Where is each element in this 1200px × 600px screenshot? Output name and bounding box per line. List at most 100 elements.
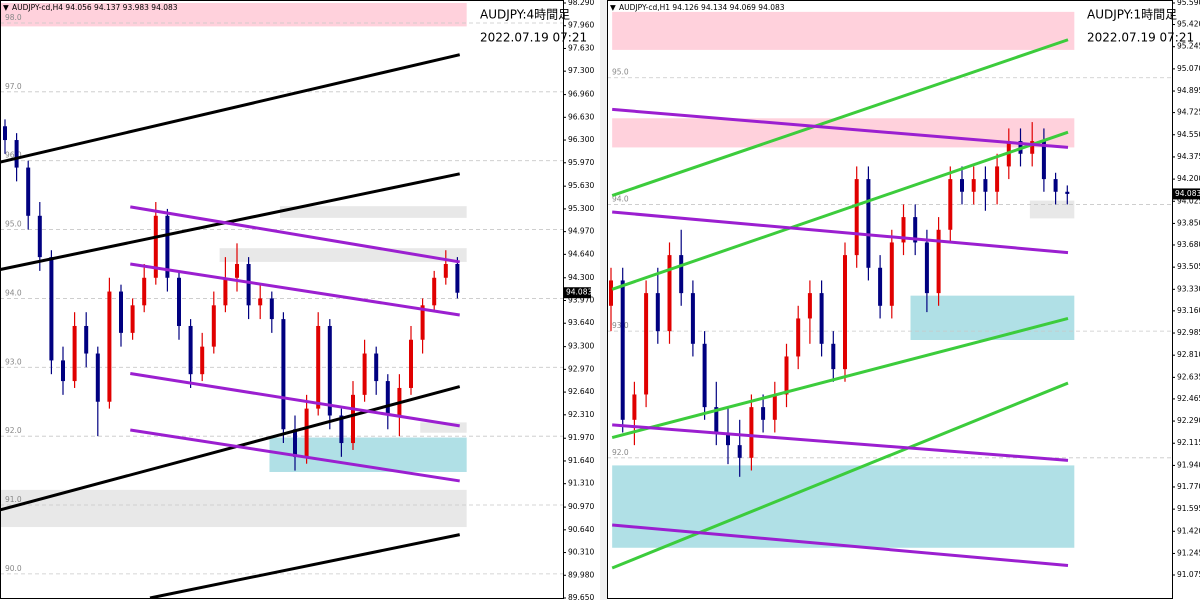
candle-body (960, 179, 964, 192)
price-tag: 94.083 (566, 288, 592, 297)
y-tick-label: 94.895 (1177, 86, 1200, 95)
candle-body (889, 242, 894, 306)
y-tick-label: 91.940 (1177, 460, 1200, 469)
y-tick-label: 91.970 (568, 433, 594, 442)
y-tick-label: 94.375 (1177, 152, 1200, 161)
panel-separator (600, 0, 607, 600)
level-label: 95.0 (5, 220, 22, 229)
y-tick-label: 96.300 (568, 135, 594, 144)
price-tag-bg (564, 287, 591, 299)
level-label: 97.0 (5, 82, 22, 91)
candle-body (246, 264, 251, 306)
chart-panel: 98.0 97.0 96.0 95.0 94.0 93.0 92.0 91.0 90.0 98.2… (0, 0, 594, 600)
y-tick-label: 89.650 (568, 593, 594, 600)
candle-body (293, 429, 297, 457)
candle-body (1065, 191, 1070, 194)
y-tick-label: 92.970 (568, 364, 594, 373)
candle-body (620, 280, 625, 420)
y-tick-label: 92.640 (568, 387, 594, 396)
y-tick-label: 94.550 (1177, 130, 1200, 139)
candle-body (854, 179, 859, 256)
candle-body (455, 264, 460, 293)
zone (0, 3, 467, 27)
candle-body (165, 215, 170, 278)
candle-body (1030, 141, 1035, 154)
candle-body (258, 298, 263, 306)
candle-body (796, 318, 801, 357)
level-label: 90.0 (5, 564, 22, 573)
trend-line (612, 210, 1069, 255)
candle-body (420, 305, 425, 340)
zone (0, 489, 467, 528)
y-tick-label: 97.960 (568, 21, 594, 30)
trend-line (611, 317, 1069, 439)
candle-body (995, 166, 1000, 192)
candle-body (61, 360, 65, 382)
y-tick-label: 96.960 (568, 90, 594, 99)
trend-line (149, 533, 461, 599)
candle-body (119, 291, 123, 333)
price-tag: 94.083 (1175, 189, 1200, 198)
y-tick-label: 94.970 (568, 227, 594, 236)
candle-body (316, 325, 321, 409)
candle-body (609, 280, 613, 306)
y-tick-label: 93.680 (1177, 240, 1200, 249)
candle-body (655, 293, 660, 332)
candle-body (679, 255, 684, 294)
level-label: 96.0 (5, 151, 22, 160)
plot-area: 95.0 94.0 93.0 92.0 (607, 11, 1172, 570)
y-tick-label: 95.970 (568, 158, 594, 167)
y-tick-label: 93.300 (568, 342, 594, 351)
candle-body (130, 305, 135, 333)
zone (279, 206, 467, 218)
y-tick-label: 92.985 (1177, 328, 1200, 337)
candle-body (761, 407, 766, 420)
candle-body (269, 298, 274, 320)
trend-line (0, 172, 461, 271)
y-tick-label: 93.850 (1177, 218, 1200, 227)
y-tick-label: 91.640 (568, 456, 594, 465)
candle-body (223, 277, 228, 306)
y-tick-label: 91.420 (1177, 526, 1200, 535)
candle-body (831, 343, 836, 370)
candle-body (936, 229, 941, 294)
level-label: 93.0 (5, 357, 22, 366)
plot-border (607, 0, 1173, 599)
y-tick-label: 98.290 (568, 0, 594, 7)
trend-line (0, 53, 461, 164)
candle-body (49, 257, 54, 361)
candle-body (983, 179, 988, 192)
y-tick-label: 95.630 (568, 181, 594, 190)
y-tick-label: 91.310 (568, 479, 594, 488)
chart-timestamp: 2022.07.19 07:21 (1087, 31, 1194, 45)
y-tick-label: 97.300 (568, 66, 594, 75)
y-tick-label: 95.245 (1177, 42, 1200, 51)
candle-body (878, 267, 883, 306)
zone (612, 465, 1075, 548)
candle-body (339, 415, 344, 444)
y-tick-label: 94.025 (1177, 196, 1200, 205)
candle-body (714, 407, 719, 433)
candle-body (843, 255, 847, 370)
chart-title: AUDJPY-cd,H4 94.056 94.137 93.983 94.083 (12, 3, 178, 12)
y-tick-label: 94.300 (568, 273, 594, 282)
candle-body (632, 394, 637, 420)
candle-body (901, 217, 906, 243)
zone (910, 295, 1075, 340)
level-label: 92.0 (5, 426, 22, 435)
y-tick-label: 93.330 (1177, 284, 1200, 293)
y-tick-label: 91.770 (1177, 482, 1200, 491)
y-tick-label: 92.115 (1177, 438, 1200, 447)
chart-label: AUDJPY:1時間足 (1087, 8, 1177, 22)
candle-body (153, 215, 158, 278)
y-tick-label: 91.595 (1177, 504, 1200, 513)
trend-line (612, 107, 1069, 149)
level-label: 93.0 (612, 321, 629, 330)
candle-body (866, 179, 871, 268)
y-tick-label: 92.290 (1177, 416, 1200, 425)
candle-body (374, 353, 379, 382)
y-tick-label: 91.075 (1177, 570, 1200, 579)
trend-line (611, 38, 1069, 197)
candle-body (690, 293, 695, 344)
candle-body (924, 242, 929, 294)
